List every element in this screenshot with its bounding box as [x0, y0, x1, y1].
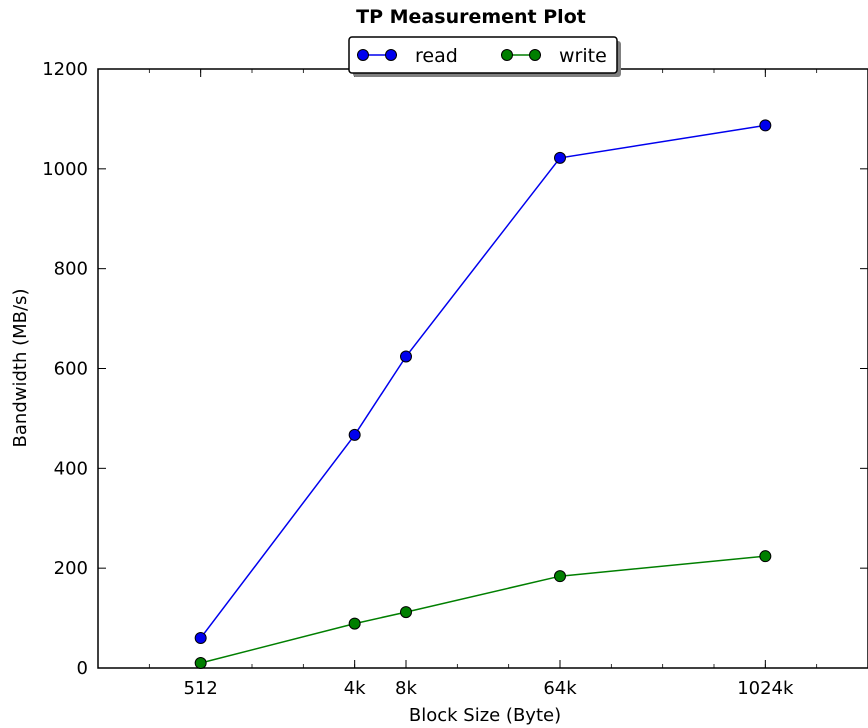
- data-point-write: [759, 550, 772, 563]
- data-point-read: [759, 119, 772, 132]
- y-tick-label: 1200: [42, 59, 88, 80]
- data-point-write: [400, 606, 412, 619]
- y-tick-label: 0: [77, 658, 88, 679]
- series-line-read: [200, 124, 766, 639]
- y-tick-label: 600: [54, 359, 88, 380]
- y-tick-label: 800: [54, 259, 88, 280]
- legend-marker-write: [501, 49, 513, 61]
- x-tick-label: 8k: [395, 678, 417, 699]
- data-point-write: [194, 657, 207, 670]
- y-tick-label: 1000: [42, 159, 88, 180]
- series-line-write: [200, 555, 766, 664]
- data-point-read: [348, 428, 361, 441]
- data-point-write: [348, 617, 361, 630]
- x-tick-label: 64k: [543, 678, 577, 699]
- x-tick-label: 4k: [344, 678, 366, 699]
- x-tick-label: 1024k: [737, 678, 794, 699]
- y-tick-label: 400: [54, 458, 88, 479]
- legend-label-write: write: [559, 45, 607, 67]
- y-tick-label: 200: [54, 558, 88, 579]
- legend-label-read: read: [415, 45, 458, 67]
- legend-box: [348, 36, 618, 74]
- legend: read write: [348, 36, 621, 77]
- y-axis-label: Bandwidth (MB/s): [10, 289, 31, 448]
- x-axis-label: Block Size (Byte): [409, 705, 561, 726]
- data-point-read: [400, 350, 412, 363]
- legend-marker-read: [385, 49, 397, 61]
- legend-marker-write: [529, 49, 541, 61]
- data-point-read: [194, 632, 207, 645]
- chart-title: TP Measurement Plot: [356, 6, 586, 28]
- data-point-read: [554, 151, 566, 164]
- data-point-write: [554, 570, 566, 583]
- plot-frame: [97, 68, 868, 669]
- legend-marker-read: [357, 49, 369, 61]
- plot-area: 0 200 400 600 800 1000 1200 512 4k 8k 64k 1024k: [42, 59, 868, 699]
- x-tick-label: 512: [183, 678, 217, 699]
